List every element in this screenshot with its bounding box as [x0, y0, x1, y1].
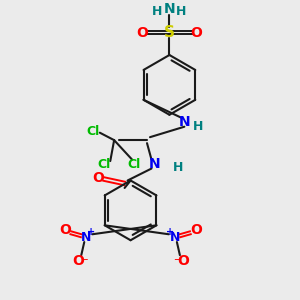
Text: N: N: [178, 115, 190, 129]
Text: O: O: [92, 170, 104, 184]
Text: N: N: [164, 2, 175, 16]
Text: Cl: Cl: [97, 158, 110, 171]
Text: O: O: [136, 26, 148, 40]
Text: Cl: Cl: [87, 125, 100, 138]
Text: ⁻: ⁻: [82, 256, 88, 269]
Text: +: +: [166, 227, 174, 237]
Text: O: O: [72, 254, 84, 268]
Text: S: S: [164, 25, 175, 40]
Text: N: N: [81, 231, 91, 244]
Text: O: O: [190, 26, 202, 40]
Text: O: O: [190, 223, 202, 237]
Text: ⁻: ⁻: [173, 256, 180, 269]
Text: H: H: [152, 5, 163, 18]
Text: H: H: [173, 160, 184, 173]
Text: H: H: [176, 5, 187, 18]
Text: O: O: [177, 254, 189, 268]
Text: Cl: Cl: [127, 158, 140, 171]
Text: N: N: [149, 157, 160, 171]
Text: N: N: [170, 231, 181, 244]
Text: +: +: [87, 227, 95, 237]
Text: H: H: [193, 120, 203, 133]
Text: O: O: [59, 223, 71, 237]
